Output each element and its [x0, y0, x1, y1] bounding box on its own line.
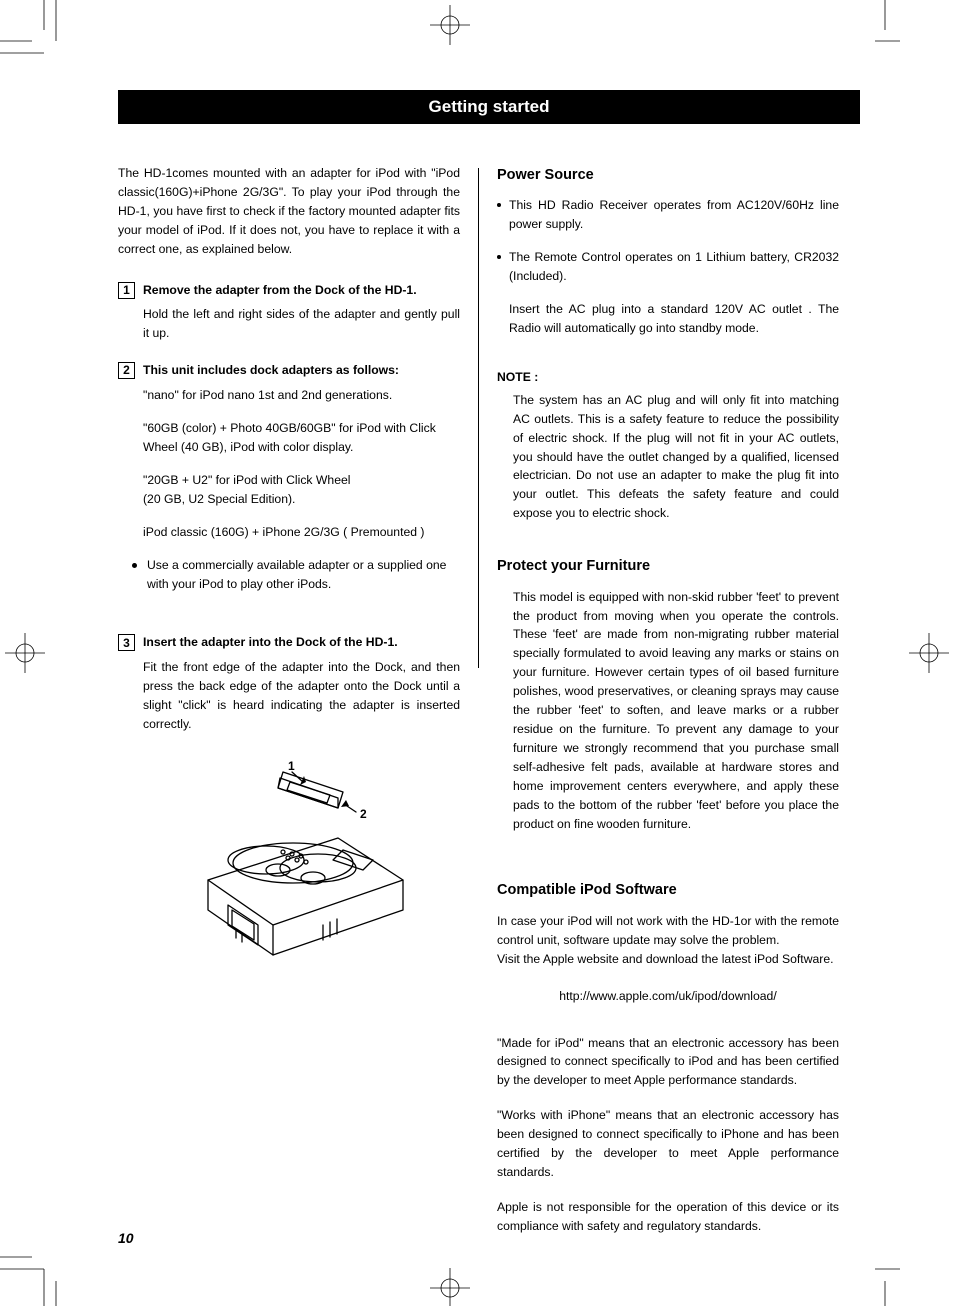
url-text: http://www.apple.com/uk/ipod/download/: [497, 987, 839, 1006]
furniture-body: This model is equipped with non-skid rub…: [513, 588, 839, 834]
svg-text:2: 2: [360, 807, 367, 821]
bullet-icon: [497, 255, 501, 259]
two-column-layout: The HD-1comes mounted with an adapter fo…: [118, 164, 860, 1236]
page-number: 10: [118, 1230, 134, 1246]
step-number-box: 1: [118, 282, 135, 299]
power-source-heading: Power Source: [497, 164, 839, 186]
bullet-icon: [132, 563, 137, 568]
left-column: The HD-1comes mounted with an adapter fo…: [118, 164, 478, 1236]
bullet-text: This HD Radio Receiver operates from AC1…: [509, 196, 839, 234]
step-number-box: 3: [118, 634, 135, 651]
note-body: The system has an AC plug and will only …: [513, 391, 839, 523]
dock-illustration: 1 2: [188, 760, 418, 980]
section-header: Getting started: [118, 90, 860, 124]
bullet-text: Use a commercially available adapter or …: [147, 556, 460, 594]
list-item: "nano" for iPod nano 1st and 2nd generat…: [143, 386, 460, 405]
bullet-item: The Remote Control operates on 1 Lithium…: [497, 248, 839, 286]
step-1: 1 Remove the adapter from the Dock of th…: [118, 281, 460, 300]
step-body: Fit the front edge of the adapter into t…: [143, 658, 460, 734]
paragraph: Visit the Apple website and download the…: [497, 950, 839, 969]
page-content: Getting started The HD-1comes mounted wi…: [118, 90, 860, 1236]
paragraph: "Made for iPod" means that an electronic…: [497, 1034, 839, 1091]
step-number-box: 2: [118, 362, 135, 379]
list-item: "60GB (color) + Photo 40GB/60GB" for iPo…: [143, 419, 460, 457]
list-item: "20GB + U2" for iPod with Click Wheel (2…: [143, 471, 460, 509]
paragraph: Insert the AC plug into a standard 120V …: [509, 300, 839, 338]
bullet-icon: [497, 203, 501, 207]
furniture-heading: Protect your Furniture: [497, 555, 839, 577]
step-title: This unit includes dock adapters as foll…: [143, 361, 399, 380]
svg-text:1: 1: [288, 760, 295, 773]
bullet-item: This HD Radio Receiver operates from AC1…: [497, 196, 839, 234]
step-2: 2 This unit includes dock adapters as fo…: [118, 361, 460, 380]
step-3: 3 Insert the adapter into the Dock of th…: [118, 633, 460, 652]
right-column: Power Source This HD Radio Receiver oper…: [479, 164, 839, 1236]
step-body: Hold the left and right sides of the ada…: [143, 305, 460, 343]
paragraph: In case your iPod will not work with the…: [497, 912, 839, 950]
bullet-note: Use a commercially available adapter or …: [132, 556, 460, 594]
software-heading: Compatible iPod Software: [497, 879, 839, 901]
note-label: NOTE :: [497, 368, 839, 387]
intro-paragraph: The HD-1comes mounted with an adapter fo…: [118, 164, 460, 259]
list-item: iPod classic (160G) + iPhone 2G/3G ( Pre…: [143, 523, 460, 542]
paragraph: Apple is not responsible for the operati…: [497, 1198, 839, 1236]
adapter-list: "nano" for iPod nano 1st and 2nd generat…: [143, 386, 460, 541]
step-title: Insert the adapter into the Dock of the …: [143, 633, 398, 652]
paragraph: "Works with iPhone" means that an electr…: [497, 1106, 839, 1182]
step-title: Remove the adapter from the Dock of the …: [143, 281, 417, 300]
bullet-text: The Remote Control operates on 1 Lithium…: [509, 248, 839, 286]
